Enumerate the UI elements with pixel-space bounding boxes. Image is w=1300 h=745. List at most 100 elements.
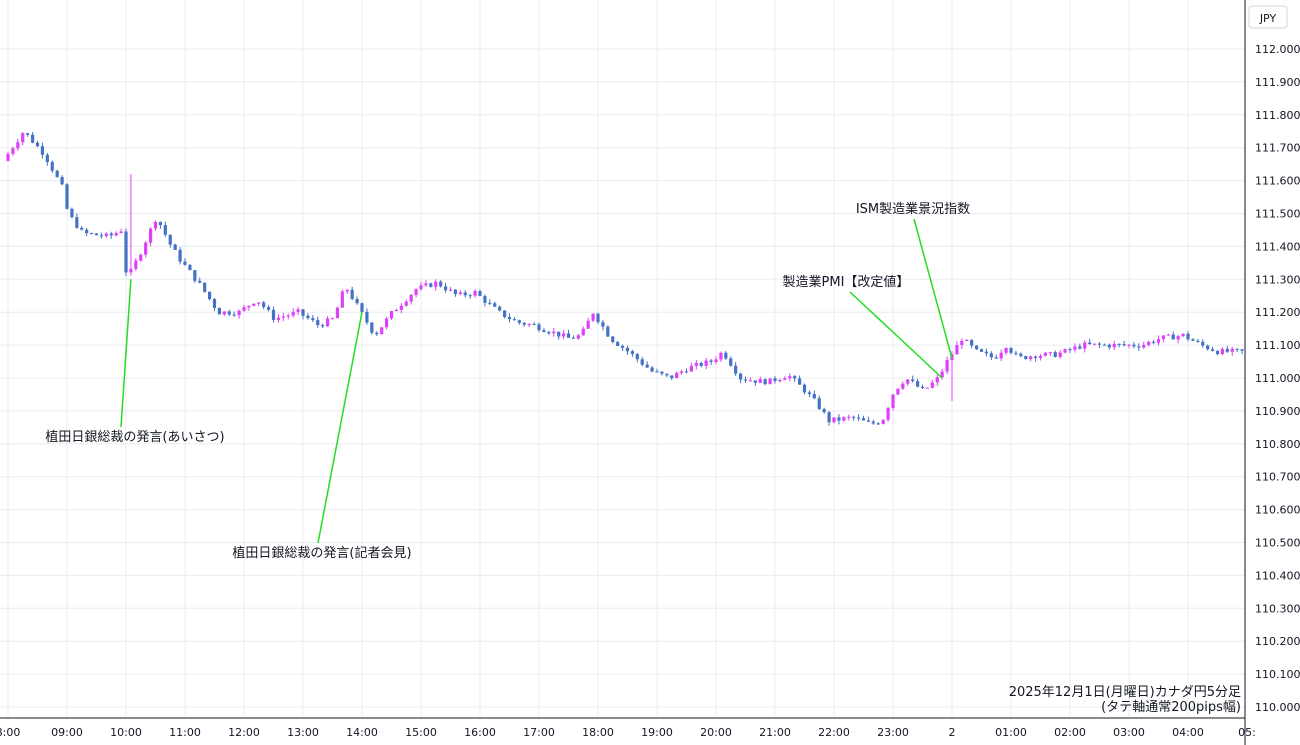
annotation-line: [913, 218, 953, 359]
candle-body: [793, 376, 797, 379]
y-tick-label: 111.300: [1255, 273, 1300, 286]
candle-body: [271, 309, 276, 320]
candle-body: [1171, 334, 1175, 340]
candle-body: [286, 315, 290, 317]
x-tick-label: 12:00: [228, 726, 260, 739]
candle-body: [832, 417, 836, 423]
candle-body: [591, 313, 595, 321]
candle-body: [547, 331, 551, 334]
candle-body: [409, 294, 413, 302]
candle-body: [817, 398, 821, 409]
y-tick-label: 111.400: [1255, 240, 1300, 253]
candle-body: [797, 378, 802, 385]
candle-body: [262, 302, 266, 308]
candle-body: [429, 283, 433, 287]
candle-body: [16, 142, 20, 149]
candle-body: [85, 229, 89, 234]
candle-body: [276, 317, 281, 320]
candle-body: [325, 318, 330, 327]
candle-body: [178, 249, 182, 262]
candle-body: [955, 344, 959, 355]
x-tick-label: 16:00: [464, 726, 496, 739]
candle-body: [945, 360, 949, 372]
candle-body: [168, 234, 172, 245]
candle-body: [237, 310, 241, 316]
candle-body: [743, 379, 748, 381]
candle-body: [232, 314, 236, 316]
candle-body: [734, 365, 738, 374]
candle-body: [901, 383, 905, 389]
candle-body: [119, 231, 123, 233]
candle-body: [498, 306, 502, 311]
candle-body: [866, 420, 871, 422]
candle-body: [1058, 352, 1062, 357]
x-tick-label: 20:00: [700, 726, 732, 739]
candle-body: [527, 324, 531, 326]
currency-badge[interactable]: [1248, 5, 1288, 29]
candle-body: [974, 345, 979, 350]
candle-body: [375, 332, 379, 335]
candle-body: [60, 177, 64, 185]
candle-body: [50, 162, 54, 171]
candle-body: [163, 225, 167, 235]
candle-body: [660, 371, 664, 374]
candle-body: [920, 386, 925, 389]
candle-body: [1009, 348, 1013, 353]
candle-body: [1196, 340, 1200, 342]
candle-body: [827, 412, 831, 423]
candle-body: [380, 327, 384, 335]
candle-body: [1033, 356, 1038, 358]
candle-body: [306, 315, 310, 319]
x-tick-label: 09:00: [51, 726, 83, 739]
candle-body: [443, 286, 448, 291]
candle-body: [665, 373, 669, 376]
candle-body: [989, 353, 993, 358]
candle-body: [694, 362, 698, 366]
x-tick-label: 19:00: [641, 726, 673, 739]
candle-body: [55, 170, 59, 178]
candle-body: [517, 320, 521, 323]
candle-body: [183, 261, 187, 265]
candle-body: [1117, 343, 1121, 345]
candle-body: [807, 392, 812, 395]
candle-body: [1088, 342, 1092, 345]
price-scale-background: [1245, 0, 1300, 745]
candle-body: [1092, 343, 1097, 345]
y-tick-label: 111.800: [1255, 109, 1300, 122]
candle-body: [493, 303, 497, 307]
x-tick-label: 17:00: [523, 726, 555, 739]
candle-body: [930, 382, 934, 388]
candle-body: [247, 305, 251, 308]
candle-body: [448, 289, 453, 291]
candle-body: [291, 311, 295, 316]
candle-body: [355, 298, 359, 304]
candle-body: [847, 416, 851, 418]
candle-body: [94, 233, 99, 236]
candle-body: [620, 345, 625, 348]
candle-body: [89, 233, 94, 235]
candle-body: [158, 221, 163, 226]
x-tick-label: 21:00: [759, 726, 791, 739]
candle-body: [561, 333, 566, 337]
candle-body: [21, 133, 25, 143]
candle-body: [212, 299, 217, 308]
candle-body: [576, 335, 580, 339]
y-tick-label: 110.700: [1255, 471, 1300, 484]
candle-body: [601, 322, 605, 327]
candle-body: [886, 407, 890, 420]
candle-body: [1235, 348, 1239, 350]
candle-body: [1004, 348, 1008, 353]
candle-body: [311, 318, 315, 321]
candle-body: [640, 359, 644, 365]
y-tick-label: 110.500: [1255, 537, 1300, 550]
candle-body: [139, 254, 143, 261]
candle-body: [655, 371, 659, 373]
candles: [6, 132, 1244, 426]
candle-body: [675, 372, 679, 379]
candle-body: [532, 324, 536, 326]
annotation-line: [317, 312, 363, 544]
candle-body: [837, 417, 841, 421]
candle-body: [1215, 350, 1220, 355]
candle-body: [266, 307, 271, 310]
candle-body: [635, 353, 639, 360]
